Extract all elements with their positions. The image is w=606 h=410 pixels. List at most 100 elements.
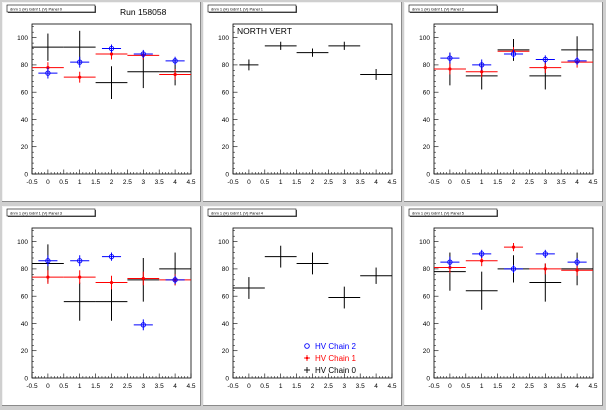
series-2 (440, 49, 587, 71)
data-point (440, 256, 460, 268)
star-marker (46, 275, 50, 279)
circle-marker (172, 277, 178, 283)
x-tick-label: 2.5 (525, 383, 534, 390)
circle-marker (479, 62, 485, 68)
circle-marker (140, 322, 146, 328)
data-point (165, 275, 185, 284)
title-box (408, 4, 498, 13)
data-point (38, 255, 58, 267)
data-point (133, 49, 153, 59)
y-tick-label: 100 (419, 239, 430, 246)
pad-0: dnm 1 (H) Gdnf 1 (V) Panel 0-0.5 0 0.5 1 1.5… (2, 2, 201, 202)
x-tick-label: 3.5 (557, 179, 566, 186)
data-point (567, 56, 587, 65)
x-tick-label: 4 (374, 383, 378, 390)
pad-2: dnm 1 (H) Gdnf 1 (V) Panel 2-0.5 0 0.5 1 1.5… (404, 2, 603, 202)
x-tick-label: -0.5 (428, 179, 440, 186)
data-point (328, 41, 361, 50)
x-tick-label: 0.5 (461, 383, 470, 390)
x-tick-label: 2.5 (123, 383, 132, 390)
x-tick-label: 4 (374, 179, 378, 186)
title-box (6, 208, 96, 217)
circle-marker (447, 259, 453, 265)
pad-3: dnm 1 (H) Gdnf 1 (V) Panel 3-0.5 0 0.5 1 1.5… (2, 206, 201, 406)
x-tick-label: 0.5 (260, 179, 269, 186)
y-tick-label: 20 (222, 348, 230, 355)
data-point (159, 69, 191, 80)
y-tick-label: 20 (21, 144, 29, 151)
pad-5: dnm 1 (H) Gdnf 1 (V) Panel 5-0.5 0 0.5 1 1.5… (404, 206, 603, 406)
pad-background (203, 2, 402, 202)
x-tick-label: 4 (173, 179, 177, 186)
y-tick-label: 60 (21, 293, 29, 300)
data-point (38, 67, 58, 79)
data-point (70, 255, 90, 267)
series-1 (434, 243, 593, 276)
y-tick-label: 100 (218, 35, 229, 42)
pad-background (404, 2, 603, 202)
data-point (529, 62, 562, 74)
x-tick-label: 0 (448, 179, 452, 186)
data-point (296, 252, 329, 275)
data-point (70, 56, 90, 68)
y-axis: 0 20 40 60 80 100 (218, 26, 238, 178)
x-tick-label: 4.5 (186, 179, 195, 186)
data-point (32, 270, 64, 284)
data-point (535, 55, 555, 64)
y-axis: 0 20 40 60 80 100 (419, 26, 439, 178)
data-point (529, 263, 562, 275)
data-point (165, 56, 185, 65)
data-point (63, 270, 96, 284)
x-tick-label: 0.5 (59, 383, 68, 390)
y-tick-label: 40 (222, 117, 230, 124)
y-tick-label: 60 (423, 293, 431, 300)
pad-4: dnm 1 (H) Gdnf 1 (V) Panel 4-0.5 0 0.5 1 1.5… (203, 206, 402, 406)
data-point (535, 249, 555, 258)
x-tick-label: 3 (141, 383, 145, 390)
title-box (408, 208, 498, 217)
series-0 (32, 244, 191, 321)
star-marker (511, 245, 516, 249)
star-marker (448, 67, 452, 71)
data-point (101, 252, 122, 261)
data-point (567, 258, 587, 267)
circle-marker (140, 51, 146, 57)
x-tick-label: 1.5 (91, 179, 100, 186)
pad-title: dnm 1 (H) Gdnf 1 (V) Panel 1 (211, 7, 264, 12)
legend-label: HV Chain 1 (315, 354, 356, 363)
y-tick-label: 0 (24, 171, 28, 178)
data-point (264, 245, 297, 268)
y-tick-label: 80 (222, 266, 230, 273)
data-point (503, 264, 524, 273)
pad-1: dnm 1 (H) Gdnf 1 (V) Panel 1-0.5 0 0.5 1 1.5… (203, 2, 402, 202)
data-point (465, 271, 498, 310)
x-axis: -0.5 0 0.5 1 1.5 2 2.5 3 3.5 4 4.5 (428, 169, 598, 186)
y-tick-label: 60 (222, 293, 230, 300)
pad-title: dnm 1 (H) Gdnf 1 (V) Panel 0 (10, 7, 63, 12)
data-point (264, 41, 297, 50)
data-point (434, 63, 466, 75)
x-axis: -0.5 0 0.5 1 1.5 2 2.5 3 3.5 4 4.5 (26, 169, 196, 186)
x-tick-label: 0 (247, 179, 251, 186)
data-point (239, 59, 259, 71)
series-0 (239, 41, 392, 80)
series-2 (38, 44, 185, 79)
x-tick-label: 1.5 (493, 383, 502, 390)
x-tick-label: 1.5 (292, 383, 301, 390)
y-tick-label: 40 (21, 321, 29, 328)
data-point (127, 271, 160, 286)
y-tick-label: 20 (21, 348, 29, 355)
x-tick-label: 2.5 (123, 179, 132, 186)
circle-marker (574, 259, 580, 265)
x-tick-label: 3 (141, 179, 145, 186)
data-point (472, 249, 492, 258)
data-point (328, 286, 361, 309)
x-axis: -0.5 0 0.5 1 1.5 2 2.5 3 3.5 4 4.5 (428, 373, 598, 390)
x-tick-label: 3 (342, 383, 346, 390)
x-tick-label: 3.5 (155, 383, 164, 390)
annotation-text: Run 158058 (120, 7, 167, 17)
y-tick-label: 40 (423, 321, 431, 328)
y-tick-label: 100 (17, 35, 28, 42)
x-tick-label: 4.5 (588, 179, 597, 186)
